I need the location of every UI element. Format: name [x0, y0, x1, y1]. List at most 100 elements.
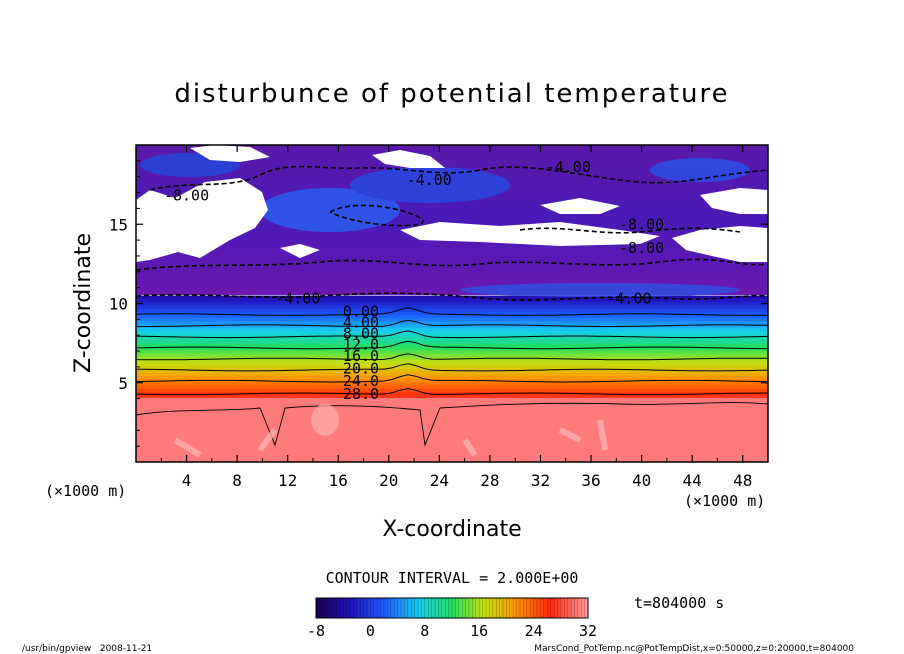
- contour-level-4: [136, 319, 768, 327]
- contour-label: 0.00: [343, 302, 379, 320]
- dashed-contours: [136, 165, 768, 301]
- chart-title: disturbunce of potential temperature: [174, 79, 729, 109]
- color-band: [136, 359, 768, 364]
- contour-label: -4.00: [407, 171, 452, 189]
- contour-level-28: [136, 388, 768, 396]
- y-tick-label: 5: [118, 374, 128, 393]
- x-tick-label: 8: [232, 471, 242, 490]
- colorbar-tick-label: 8: [420, 622, 429, 640]
- y-axis-label: Z-coordinate: [71, 233, 96, 373]
- faint-mark: [311, 404, 339, 436]
- x-tick-label: 16: [329, 471, 348, 490]
- color-band: [136, 311, 768, 316]
- contour-label: 20.0: [343, 359, 379, 377]
- color-band: [136, 324, 768, 329]
- colorbar-tick-label: 32: [579, 622, 597, 640]
- colorbar-stripes: [319, 598, 585, 618]
- color-band: [136, 366, 768, 371]
- contour-lines: [136, 307, 768, 396]
- dashed-contour: [329, 204, 424, 227]
- missing-patch: [136, 178, 268, 262]
- missing-patch: [280, 244, 320, 258]
- x-tick-label: 44: [683, 471, 702, 490]
- color-band: [136, 363, 768, 368]
- lower-contour: [136, 402, 768, 447]
- x-tick-label: 24: [430, 471, 449, 490]
- color-band: [136, 372, 768, 377]
- x-tick-label: 4: [182, 471, 192, 490]
- contour-label: -4.00: [606, 290, 651, 308]
- color-band: [136, 318, 768, 322]
- missing-data-patches: [136, 145, 768, 262]
- blue-patch: [260, 188, 400, 232]
- colorbar-ticks: -8 0 8 16 24 32: [307, 622, 597, 640]
- lower-uniform-region: [136, 398, 768, 462]
- lower-contours: [136, 402, 768, 447]
- colorbar-tick-label: 24: [525, 622, 543, 640]
- colorbar-tick-label: -8: [307, 622, 325, 640]
- time-label: t=804000 s: [634, 594, 724, 612]
- y-axis: 5 10 15: [109, 160, 768, 447]
- faint-mark: [462, 438, 478, 457]
- color-band: [136, 347, 768, 351]
- x-unit-label-right: (×1000 m): [684, 492, 765, 510]
- color-band: [136, 353, 768, 358]
- contour-label: 28.0: [343, 385, 379, 403]
- x-axis: 4 8 12 16 20 24 28 32 36 40 44 48: [160, 145, 752, 490]
- contour-label: 24.0: [343, 372, 379, 390]
- faint-mark: [173, 437, 202, 458]
- blue-patch: [650, 158, 750, 182]
- color-band: [136, 330, 768, 335]
- x-tick-label: 12: [278, 471, 297, 490]
- contour-level-24: [136, 374, 768, 383]
- contour-bands: [136, 295, 768, 400]
- contour-label: 12.0: [343, 336, 379, 354]
- faint-mark: [257, 428, 278, 452]
- x-tick-label: 36: [581, 471, 600, 490]
- missing-patch: [540, 198, 620, 214]
- colorbar: -8 0 8 16 24 32: [307, 597, 597, 640]
- missing-patch: [400, 222, 660, 246]
- contour-label: -8.00: [619, 239, 664, 257]
- faint-mark: [597, 419, 608, 451]
- x-unit-label: (×1000 m): [45, 482, 126, 500]
- x-tick-label: 32: [531, 471, 550, 490]
- blue-patch: [460, 283, 740, 297]
- x-tick-label: 40: [632, 471, 651, 490]
- contour-label: 4.00: [343, 314, 379, 332]
- missing-patch: [372, 150, 445, 168]
- contour-label: -8.00: [619, 215, 664, 233]
- dashed-contour: [149, 165, 768, 191]
- contour-label: -8.00: [164, 187, 209, 205]
- y-tick-label: 15: [109, 215, 128, 234]
- dashed-contour: [519, 227, 741, 234]
- color-band: [136, 385, 768, 390]
- contour-label: 8.00: [343, 325, 379, 343]
- y-tick-label: 10: [109, 295, 128, 314]
- contour-level-20: [136, 363, 768, 372]
- footer-left: /usr/bin/gpview 2008-11-21: [22, 644, 152, 654]
- color-band: [136, 395, 768, 400]
- contour-level-12: [136, 340, 768, 350]
- x-tick-label: 20: [379, 471, 398, 490]
- missing-patch: [190, 145, 270, 162]
- color-band: [136, 350, 768, 355]
- color-band: [136, 343, 768, 348]
- footer-right: MarsCond_PotTemp.nc@PotTempDist,x=0:5000…: [534, 644, 854, 654]
- colorbar-tick-label: 16: [470, 622, 488, 640]
- color-band: [136, 302, 768, 306]
- contour-level-8: [136, 330, 768, 339]
- contour-level-16: [136, 353, 768, 361]
- color-band: [136, 379, 768, 384]
- colorbar-tick-label: 0: [366, 622, 375, 640]
- x-tick-label: 48: [733, 471, 752, 490]
- missing-patch: [700, 188, 768, 214]
- color-band: [136, 314, 768, 319]
- color-band: [136, 340, 768, 345]
- contour-level-0: [136, 307, 768, 316]
- color-band: [136, 305, 768, 310]
- x-tick-label: 28: [480, 471, 499, 490]
